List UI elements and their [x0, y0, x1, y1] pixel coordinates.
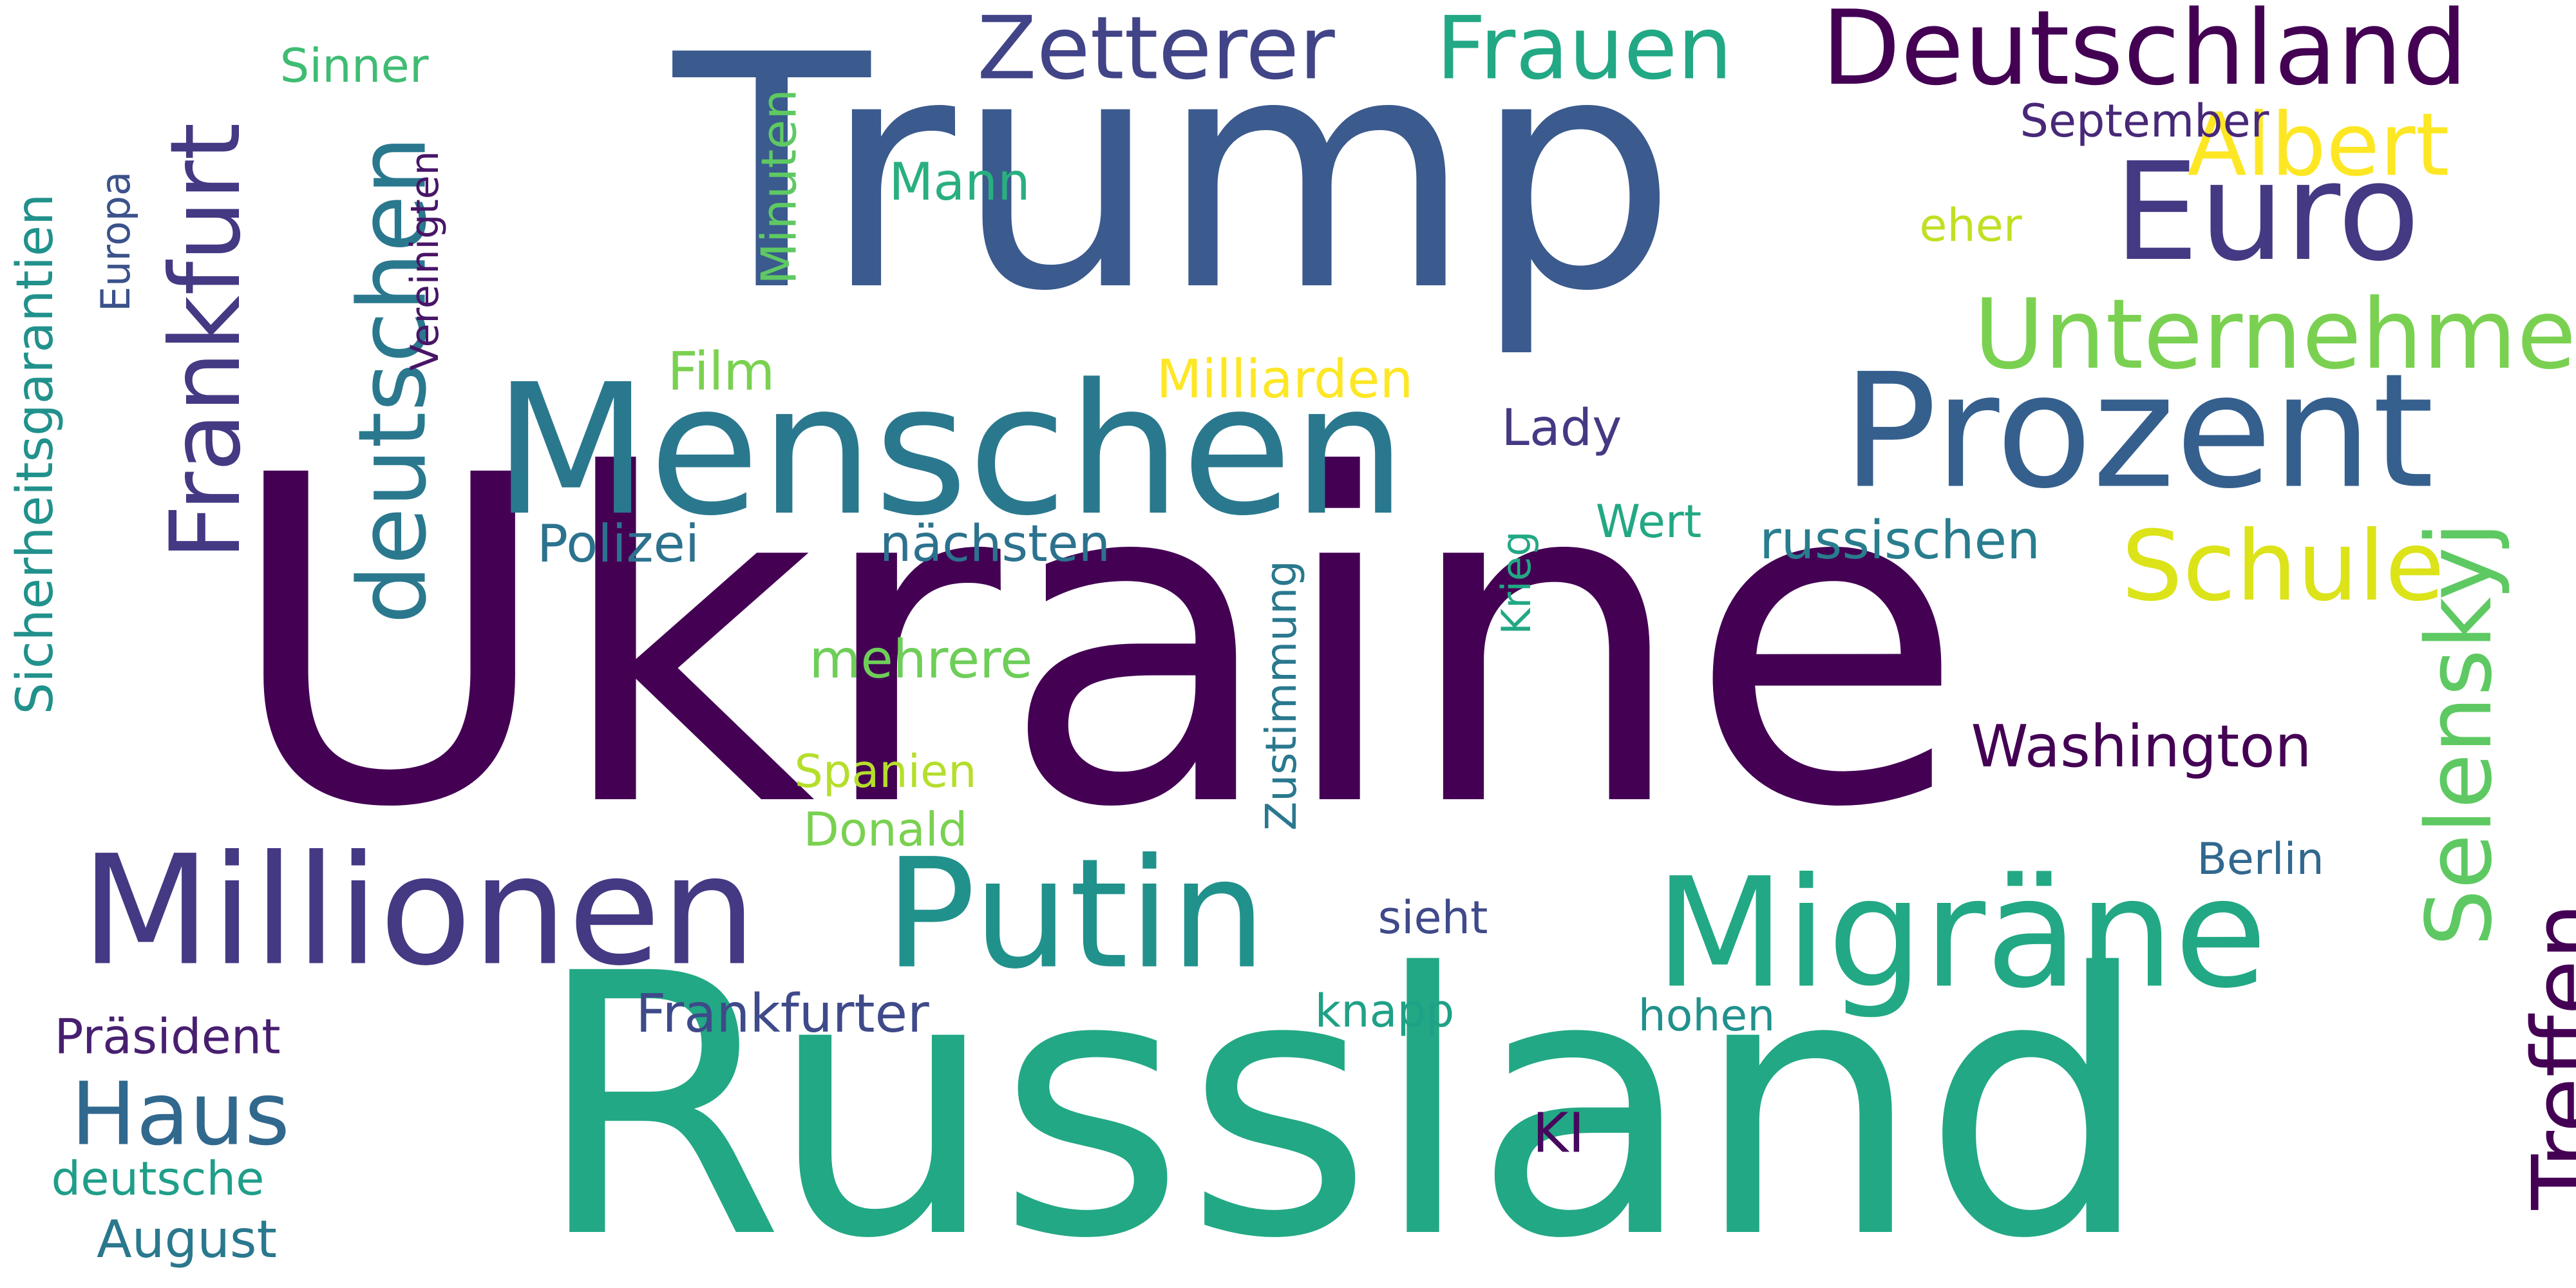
word-menschen: Menschen — [493, 346, 1407, 556]
word-selenskyj: Selenskyj — [2407, 522, 2512, 947]
word-treffen: Treffen — [2514, 902, 2576, 1210]
word-september: September — [2020, 95, 2269, 147]
word-frauen: Frauen — [1435, 0, 1733, 99]
word-trump: Trump — [673, 0, 1678, 361]
word-august: August — [97, 1209, 277, 1269]
word-migraene: Migräne — [1654, 846, 2268, 1022]
word-krieg: Krieg — [1493, 531, 1540, 635]
word-naechsten: nächsten — [879, 515, 1111, 573]
word-film: Film — [667, 341, 775, 402]
word-milliarden: Milliarden — [1156, 349, 1414, 410]
word-russland: Russland — [534, 898, 2152, 1288]
word-frankfurt: Frankfurt — [150, 122, 262, 560]
word-putin: Putin — [884, 826, 1267, 1003]
word-frankfurter: Frankfurter — [636, 983, 929, 1045]
word-spanien: Spanien — [794, 745, 977, 798]
word-washington: Washington — [1971, 713, 2312, 781]
word-albert: Albert — [2187, 94, 2450, 196]
word-mehrere: mehrere — [809, 629, 1033, 690]
word-eher: eher — [1919, 199, 2022, 252]
word-schule: Schule — [2121, 511, 2445, 623]
word-sieht: sieht — [1378, 891, 1488, 944]
word-wert: Wert — [1595, 495, 1702, 548]
word-mann: Mann — [889, 152, 1030, 212]
word-europa: Europa — [92, 171, 139, 312]
word-sicherheitsgarantien: Sicherheitsgarantien — [6, 193, 64, 715]
word-hohen: hohen — [1638, 990, 1776, 1041]
word-deutsche: deutsche — [51, 1151, 265, 1206]
word-vereinigten: Vereinigten — [402, 151, 448, 371]
word-zustimmung: Zustimmung — [1256, 560, 1306, 831]
word-haus: Haus — [70, 1063, 290, 1165]
word-ki: KI — [1532, 1101, 1585, 1166]
word-polizei: Polizei — [536, 514, 700, 574]
word-unternehmen: Unternehmen — [1973, 279, 2576, 391]
word-donald: Donald — [803, 802, 968, 857]
word-lady: Lady — [1501, 399, 1622, 457]
word-zetterer: Zetterer — [977, 0, 1335, 99]
word-millionen: Millionen — [80, 823, 757, 999]
word-euro: Euro — [2114, 133, 2420, 291]
word-minuten: Minuten — [750, 89, 808, 285]
word-russischen: russischen — [1759, 510, 2041, 571]
word-prozent: Prozent — [1842, 339, 2434, 524]
word-deutschland: Deutschland — [1821, 0, 2468, 108]
word-praesident: Präsident — [54, 1008, 281, 1065]
word-knapp: knapp — [1314, 985, 1455, 1037]
word-sinner: Sinner — [279, 39, 429, 93]
word-ukraine: Ukraine — [224, 381, 1965, 906]
word-berlin: Berlin — [2197, 834, 2324, 885]
